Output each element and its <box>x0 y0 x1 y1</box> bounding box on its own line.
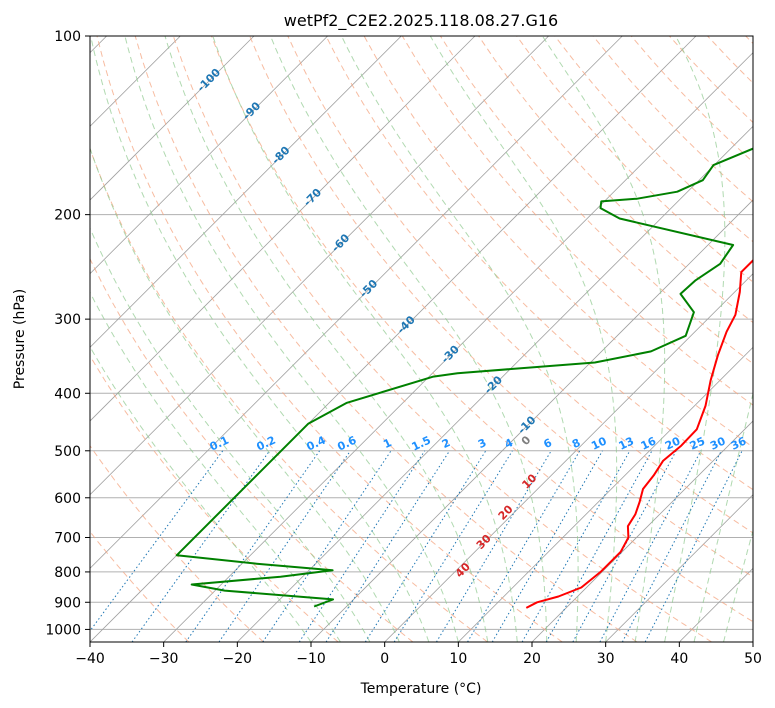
dry-adiabat-line <box>134 36 638 642</box>
isotherm-line <box>237 125 753 642</box>
dry-adiabat-line <box>96 36 563 642</box>
mixing-ratio-line <box>599 450 702 642</box>
mixing-ratio-label: 30 <box>708 434 728 452</box>
y-axis-ticks: 100 200 300 400 500 600 700 800 900 1000 <box>45 29 90 638</box>
x-axis-ticks: −40 −30 −20 −10 0 10 20 30 40 50 <box>75 642 762 667</box>
temperature-profile-line <box>525 258 753 609</box>
x-tick-label: 40 <box>670 651 688 667</box>
x-tick-label: −10 <box>296 651 326 667</box>
dry-adiabat-line <box>172 36 712 642</box>
y-tick-label: 200 <box>54 208 81 224</box>
axes-frame <box>89 35 754 643</box>
x-tick-label: −20 <box>223 651 253 667</box>
dry-adiabat-line <box>249 36 753 578</box>
x-axis-label: Temperature (°C) <box>360 681 482 697</box>
y-tick-label: 1000 <box>45 622 81 638</box>
background-lines <box>90 36 753 642</box>
isotherm-line <box>458 346 753 642</box>
moist-adiabat-line <box>693 391 753 642</box>
dry-adiabat-line <box>90 444 264 642</box>
mixing-ratio-label: 16 <box>639 434 659 452</box>
mixing-ratio-line <box>218 450 351 642</box>
moist-adiabat-line <box>90 345 312 642</box>
y-tick-label: 800 <box>54 565 81 581</box>
isotherm-line <box>384 273 753 642</box>
isotherm-line <box>90 36 328 275</box>
dry-adiabat-line <box>90 257 414 642</box>
moist-adiabat-line <box>90 146 400 642</box>
mixing-ratio-line <box>491 450 603 642</box>
mixing-ratio-label: 36 <box>729 434 749 452</box>
x-tick-label: 50 <box>744 651 762 667</box>
isotherm-line <box>163 52 753 642</box>
isotherm-line <box>90 36 623 569</box>
x-tick-label: 20 <box>523 651 541 667</box>
y-tick-label: 900 <box>54 595 81 611</box>
moist-adiabat-line <box>90 36 430 642</box>
mixing-ratio-line <box>131 450 271 642</box>
isotherm-line <box>90 36 402 348</box>
series-layer <box>175 147 753 609</box>
plot-background <box>90 36 753 642</box>
y-tick-label: 100 <box>54 29 81 45</box>
mixing-ratio-line <box>185 450 320 642</box>
x-tick-label: 30 <box>597 651 615 667</box>
dry-adiabat-line <box>325 36 753 491</box>
mixing-ratio-line <box>545 450 653 642</box>
plot-frame <box>89 35 754 643</box>
chart-title: wetPf2_C2E2.2025.118.08.27.G16 <box>284 11 558 31</box>
y-tick-label: 700 <box>54 531 81 547</box>
plot-area <box>90 36 753 642</box>
y-tick-label: 400 <box>54 386 81 402</box>
x-tick-label: −40 <box>75 651 105 667</box>
isotherm-line <box>90 36 255 201</box>
mixing-ratio-label: 25 <box>688 434 707 452</box>
moist-adiabat-line <box>723 528 753 642</box>
moist-adiabat-line <box>664 36 726 642</box>
mixing-ratio-line <box>467 450 581 642</box>
dry-adiabat-line <box>516 36 753 283</box>
moist-adiabat-line <box>90 291 341 642</box>
moist-adiabat-line <box>124 36 459 642</box>
mixing-ratio-line <box>393 450 513 642</box>
mixing-ratio-label: 13 <box>617 434 636 452</box>
moist-adiabat-line <box>429 36 618 642</box>
y-tick-label: 300 <box>54 312 81 328</box>
moist-adiabat-line <box>164 36 489 642</box>
x-tick-label: 0 <box>380 651 389 667</box>
dry-adiabat-line <box>90 354 339 642</box>
moist-adiabat-line <box>212 36 518 642</box>
mixing-ratio-label: 10 <box>589 434 609 452</box>
isotherm-line <box>90 36 549 496</box>
isotherm-line <box>752 641 753 642</box>
dry-adiabat-line <box>211 36 753 623</box>
x-tick-label: −30 <box>149 651 179 667</box>
y-axis-label: Pressure (hPa) <box>12 289 28 389</box>
isotherm-line <box>605 494 753 642</box>
moist-adiabat-line <box>341 36 579 642</box>
y-tick-label: 600 <box>54 491 81 507</box>
isotherm-line <box>90 36 476 422</box>
x-tick-label: 10 <box>449 651 467 667</box>
mixing-ratio-line <box>521 450 631 642</box>
mixing-ratio-line <box>435 450 552 642</box>
isotherm-line <box>531 420 753 642</box>
mixing-ratio-line <box>364 450 487 642</box>
dewpoint-profile-line <box>175 147 753 608</box>
dry-adiabat-line <box>287 36 753 534</box>
y-tick-label: 500 <box>54 444 81 460</box>
moist-adiabat-line <box>541 36 666 642</box>
moist-adiabat-line <box>90 227 371 642</box>
